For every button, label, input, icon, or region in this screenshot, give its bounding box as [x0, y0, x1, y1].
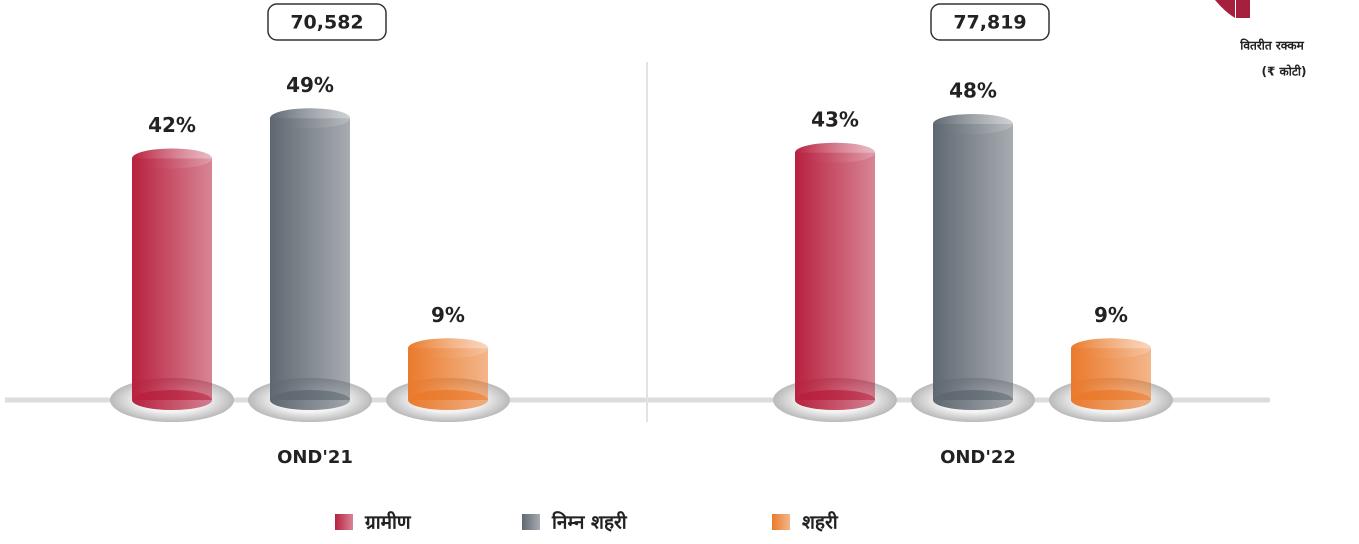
legend-label: ग्रामीण — [364, 511, 412, 534]
side-note: (₹ कोटी) — [1262, 65, 1307, 79]
x-tick-label: OND'21 — [277, 447, 353, 468]
value-label: 48% — [949, 79, 997, 103]
bar-top-shine — [1071, 338, 1151, 359]
bar-bottom — [270, 390, 350, 410]
bar-top-shine — [408, 338, 488, 359]
total-box — [930, 3, 1050, 41]
x-tick-label: OND'22 — [940, 447, 1016, 468]
bar-bottom — [795, 390, 875, 410]
total-box — [267, 3, 387, 41]
bar — [795, 152, 875, 400]
bar-top-shine — [132, 148, 212, 169]
value-label: 9% — [431, 303, 465, 327]
legend-label: शहरी — [802, 511, 839, 534]
icon — [1236, 0, 1250, 18]
legend-swatch — [522, 514, 540, 530]
legend-swatch — [335, 514, 353, 530]
legend-label: निम्न शहरी — [551, 511, 628, 534]
bar-bottom — [408, 390, 488, 410]
total-label: 70,582 — [290, 12, 363, 34]
bar — [933, 124, 1013, 400]
value-label: 42% — [148, 113, 196, 137]
bar-top-shine — [270, 108, 350, 129]
bar-bottom — [1071, 390, 1151, 410]
bar-top-shine — [795, 142, 875, 163]
bar-bottom — [933, 390, 1013, 410]
legend-swatch — [772, 514, 790, 530]
icon — [1215, 0, 1235, 18]
bar-bottom — [132, 390, 212, 410]
total-label: 77,819 — [953, 12, 1026, 34]
bar — [270, 118, 350, 400]
side-note: वितरीत रक्कम — [1239, 39, 1304, 53]
value-label: 9% — [1094, 303, 1128, 327]
value-label: 49% — [286, 73, 334, 97]
bar-top-shine — [933, 114, 1013, 134]
value-label: 43% — [811, 107, 859, 131]
bar — [132, 158, 212, 400]
